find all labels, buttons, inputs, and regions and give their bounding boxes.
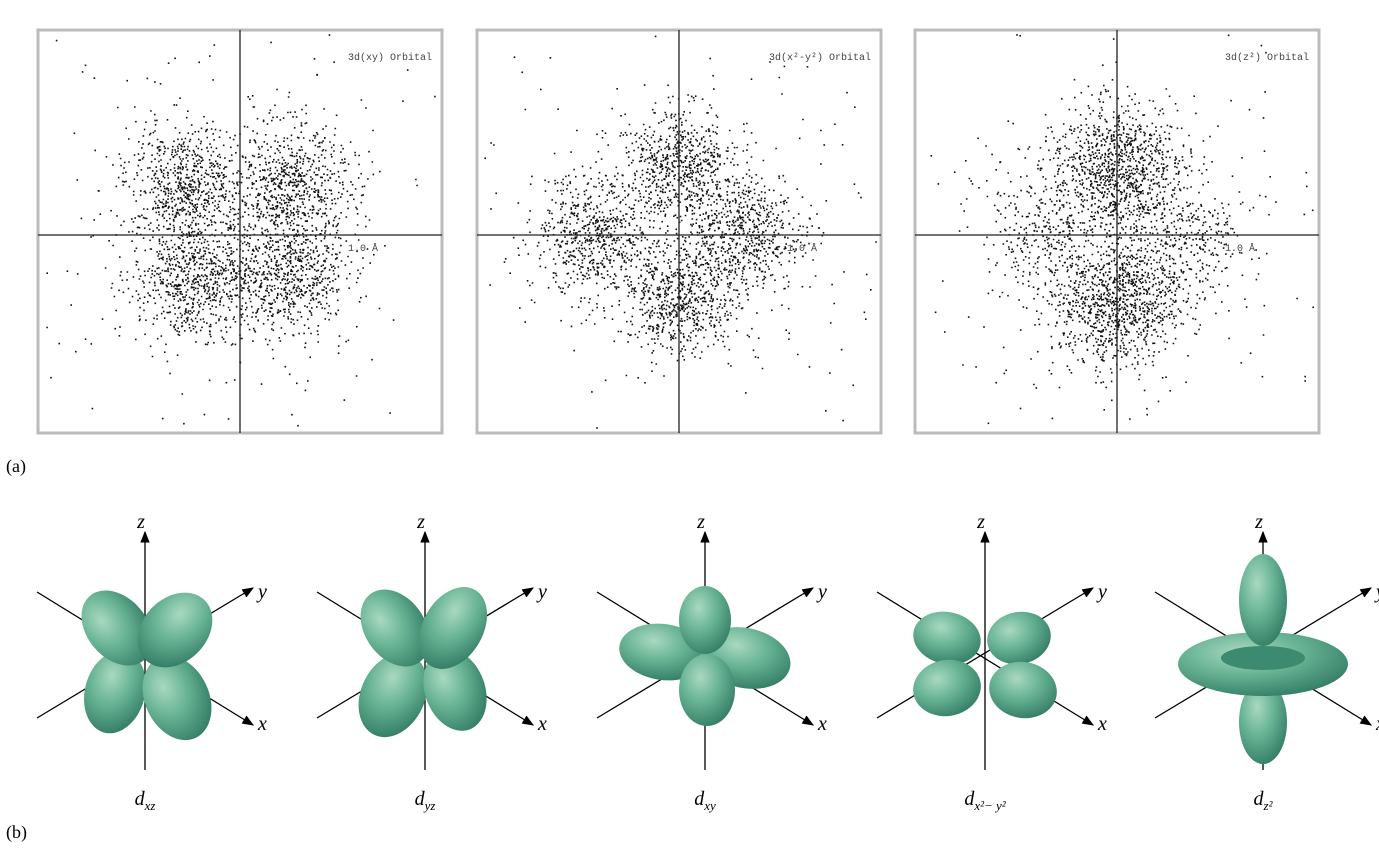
axis-label: y bbox=[256, 581, 267, 603]
axis-label: z bbox=[1254, 511, 1263, 533]
scale-label: 1.0 Å bbox=[1225, 242, 1255, 255]
density-plot: 3d(x²-y²) Orbital 1.0 Å bbox=[477, 30, 881, 433]
orbital-diagram: z y x dxz bbox=[37, 511, 267, 813]
axis-label: y bbox=[1374, 581, 1379, 603]
plot-title: 3d(x²-y²) Orbital bbox=[769, 52, 871, 64]
orbital-diagram: z y x dx²− y² bbox=[877, 511, 1107, 813]
axis-label: z bbox=[136, 511, 145, 533]
orbital-lobe bbox=[985, 657, 1062, 724]
density-plot: 3d(xy) Orbital 1.0 Å bbox=[38, 30, 442, 433]
scale-label: 1.0 Å bbox=[348, 242, 378, 255]
plot-title: 3d(z²) Orbital bbox=[1225, 52, 1309, 64]
caption-sub: yz bbox=[423, 798, 436, 813]
orbital-lobe bbox=[982, 606, 1055, 670]
axis-label: x bbox=[1097, 713, 1107, 735]
axis-label: z bbox=[696, 511, 705, 533]
axis-label: x bbox=[1375, 713, 1379, 735]
plot-title: 3d(xy) Orbital bbox=[348, 52, 432, 64]
orbital-diagram: z y x dyz bbox=[317, 511, 547, 813]
caption-sub: xz bbox=[144, 798, 156, 813]
orbital-lobe bbox=[679, 586, 731, 654]
axis-label: x bbox=[257, 713, 267, 735]
orbital-caption: dx²− y² bbox=[964, 788, 1006, 813]
orbital-caption: dyz bbox=[415, 788, 436, 813]
axis-label: x bbox=[817, 713, 827, 735]
orbital-diagram: z y x dz² bbox=[1155, 511, 1379, 813]
panel-label: (a) bbox=[6, 456, 26, 477]
orbital-caption: dxz bbox=[135, 788, 156, 813]
orbital-lobe bbox=[679, 654, 735, 726]
torus-hole bbox=[1221, 646, 1305, 670]
caption-sub: z² bbox=[1263, 798, 1274, 813]
caption-sub: xy bbox=[703, 798, 716, 813]
axis-label: x bbox=[537, 713, 547, 735]
orbital-caption: dxy bbox=[694, 788, 716, 813]
axis-label: y bbox=[536, 581, 547, 603]
figure: (a) (b) 3d(xy) Orbital1.0 Å3d(x²-y²) Orb… bbox=[0, 0, 1379, 851]
orbital-diagram: z y x dxy bbox=[597, 511, 827, 813]
axis-label: y bbox=[816, 581, 827, 603]
density-plot: 3d(z²) Orbital 1.0 Å bbox=[915, 30, 1319, 433]
orbital-lobe bbox=[909, 655, 986, 722]
orbital-caption: dz² bbox=[1254, 788, 1274, 813]
caption-sub: x²− y² bbox=[973, 798, 1006, 813]
orbital-lobe bbox=[1239, 554, 1287, 646]
axis-label: y bbox=[1096, 581, 1107, 603]
axis-label: z bbox=[416, 511, 425, 533]
scale-label: 1.0 Å bbox=[787, 242, 817, 255]
panel-label: (b) bbox=[6, 822, 27, 843]
axis-label: z bbox=[976, 511, 985, 533]
